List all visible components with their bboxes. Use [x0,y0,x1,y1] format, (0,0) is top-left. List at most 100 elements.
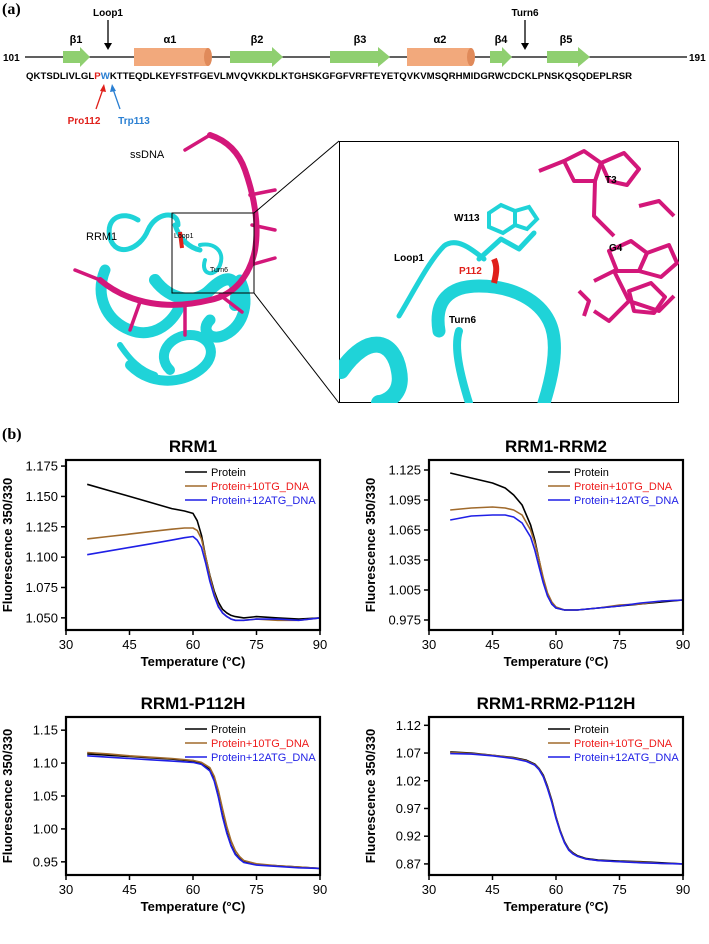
y-tick-label: 0.975 [388,613,421,628]
x-tick-label: 90 [313,882,327,897]
zoom-region-box [171,212,255,294]
x-tick-label: 60 [186,882,200,897]
chart-title: RRM1-RRM2-P112H [477,694,636,713]
legend-entry-3: Protein+12ATG_DNA [574,495,679,507]
y-tick-label: 1.095 [388,493,421,508]
helix-a1-cylinder [134,48,208,66]
y-tick-label: 1.100 [25,550,58,565]
x-tick-label: 75 [249,882,263,897]
w113-label: W113 [454,213,480,224]
strand-b1-arrow [63,47,90,67]
y-tick-label: 1.15 [33,723,58,738]
series-line-2 [87,751,321,870]
y-tick-label: 1.00 [33,821,58,836]
helix-a2-label: α2 [434,34,447,46]
legend-entry-2: Protein+10TG_DNA [574,738,673,750]
legend-entry-2: Protein+10TG_DNA [574,481,673,493]
x-axis-label: Temperature (°C) [504,654,609,669]
strand-b4-arrow [490,47,512,67]
helix-a2-cylinder [407,48,471,66]
topology-start: 101 [3,53,20,64]
y-tick-label: 1.02 [396,773,421,788]
panel-b-label: (b) [2,426,22,443]
x-axis-label: Temperature (°C) [141,899,246,914]
y-tick-label: 1.125 [25,519,58,534]
y-tick-label: 0.92 [396,829,421,844]
legend-entry-2: Protein+10TG_DNA [211,481,310,493]
x-tick-label: 75 [249,637,263,652]
strand-b1-label: β1 [70,34,83,46]
x-tick-label: 45 [485,882,499,897]
x-tick-label: 75 [612,882,626,897]
x-tick-label: 60 [186,637,200,652]
turn6-zoom-label: Turn6 [449,315,476,326]
chart-title: RRM1 [169,437,217,456]
series-line-1 [87,753,321,870]
strand-b3-label: β3 [354,34,367,46]
legend-entry-1: Protein [574,724,609,736]
strand-b3-arrow [330,47,390,67]
legend-entry-3: Protein+12ATG_DNA [211,752,316,764]
chart-3: RRM1-P112H 30 45 60 75 90 0.95 1.00 1.05 1.10 1.15… [0,694,327,914]
trp113-label: Trp113 [118,116,150,127]
series-line-1 [450,472,684,611]
y-axis-label: Fluorescence 350/330 [363,478,378,612]
series-line-3 [87,535,321,622]
y-tick-label: 0.97 [396,801,421,816]
y-tick-label: 1.150 [25,489,58,504]
x-tick-label: 60 [549,637,563,652]
x-tick-label: 75 [612,637,626,652]
y-axis-label: Fluorescence 350/330 [363,729,378,863]
legend-entry-1: Protein [211,467,246,479]
legend-entry-3: Protein+12ATG_DNA [211,495,316,507]
x-axis-label: Temperature (°C) [141,654,246,669]
ssdna-backbone [97,132,260,308]
pro112-label: Pro112 [68,116,101,127]
loop1-zoom-label: Loop1 [394,253,424,264]
x-axis-label: Temperature (°C) [504,899,609,914]
chart-title: RRM1-RRM2 [505,437,607,456]
proline-highlight [178,231,184,249]
series-line-3 [87,755,321,870]
rrm1-label: RRM1 [86,231,117,243]
chart-4: RRM1-RRM2-P112H 30 45 60 75 90 0.87 0.92 0.97 1.0… [363,694,690,914]
t3-label: T3 [605,175,617,186]
w113-sidechain [487,202,540,236]
chart-1: RRM1 30 45 60 75 90 1.050 1.075 1.100 1.125 1.150 1… [0,437,327,669]
pro112-arrow [95,88,104,110]
zoomed-interface-view: T3 G4 W113 Loop1 P112 Turn6 [339,141,679,403]
zoom-connectors [253,140,340,404]
turn6-marker-label: Turn6 [511,8,538,19]
topology-end: 191 [689,53,706,64]
legend-entry-1: Protein [574,467,609,479]
helix-a2-end [467,48,475,66]
sequence-trp113: W [100,71,110,82]
chart-title: RRM1-P112H [141,694,246,713]
zoom-connector-bottom [253,292,340,404]
x-tick-label: 60 [549,882,563,897]
y-tick-label: 1.035 [388,553,421,568]
strand-b2-label: β2 [251,34,264,46]
turn6-marker-head [521,43,529,50]
helix-a1-label: α1 [164,34,177,46]
zoom-dna [538,149,679,323]
y-tick-label: 1.075 [25,580,58,595]
topology-diagram: 101 191 β1 α1 β2 β3 α2 β4 β5 Loop1 Turn6… [3,8,706,127]
y-tick-label: 1.175 [25,459,58,474]
x-tick-label: 45 [122,882,136,897]
y-tick-label: 1.12 [396,718,421,733]
y-tick-label: 1.05 [33,789,58,804]
y-tick-label: 1.005 [388,583,421,598]
x-tick-label: 30 [422,637,436,652]
zoom-connector-top [253,140,340,214]
strand-b4-label: β4 [495,34,509,46]
x-tick-label: 45 [122,637,136,652]
y-axis-label: Fluorescence 350/330 [0,729,15,863]
pro112-arrowhead [100,84,106,92]
y-tick-label: 1.10 [33,756,58,771]
melting-curves-charts: RRM1 30 45 60 75 90 1.050 1.075 1.100 1.125 1.150 1… [0,437,690,914]
p112-highlight [491,257,500,284]
sequence-part-1: QKTSDLIVLGL [26,71,95,82]
turn6-small-label: Turn6 [210,267,228,274]
g4-label: G4 [609,243,623,254]
